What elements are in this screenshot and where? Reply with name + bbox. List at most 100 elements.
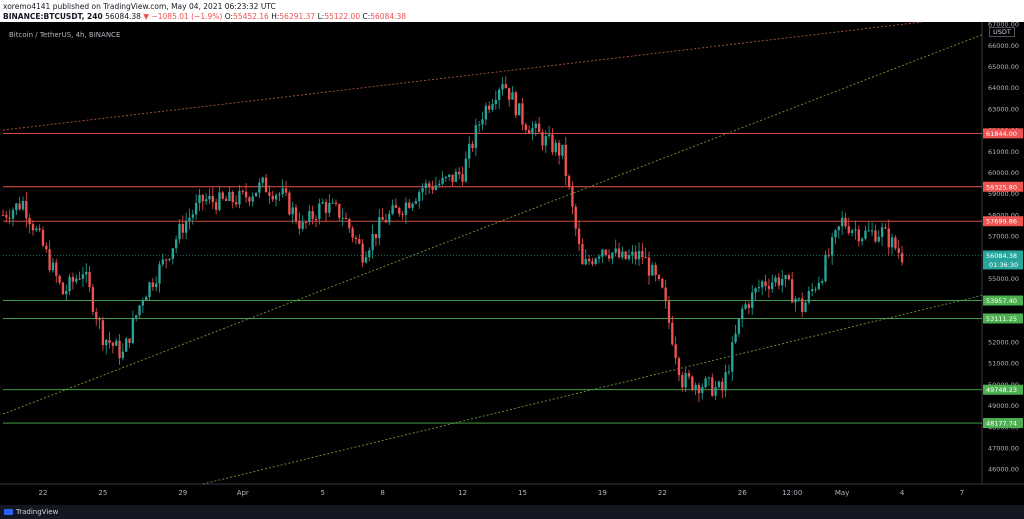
candle-body [75, 278, 78, 282]
candle-body [524, 124, 527, 130]
time-tick-label: Apr [237, 489, 249, 497]
time-tick-label: 7 [960, 489, 964, 497]
candle-body [198, 194, 201, 204]
candle-body [55, 262, 58, 276]
candle-body [850, 230, 854, 234]
candle-body [184, 221, 188, 233]
candle-body [577, 228, 581, 244]
candle-body [667, 301, 671, 323]
time-tick-label: 29 [178, 489, 187, 497]
candle-body [714, 387, 717, 396]
candle-body [497, 89, 501, 100]
candle-body [25, 200, 28, 219]
candle-body [61, 282, 65, 295]
candle-body [624, 251, 627, 259]
candle-body [471, 143, 474, 148]
candle-body [681, 375, 684, 388]
candle-body [727, 371, 731, 373]
candle-body [278, 194, 281, 196]
candlestick-chart[interactable]: 46000.0047000.0048000.0049000.0050000.00… [0, 22, 1024, 505]
candle-body [398, 207, 401, 214]
candle-body [801, 298, 804, 313]
candle-body [541, 132, 544, 146]
candle-body [201, 194, 204, 202]
candle-body [261, 177, 264, 183]
candle-body [108, 339, 111, 343]
candle-body [787, 275, 791, 280]
candle-body [441, 177, 444, 184]
candle-body [101, 320, 105, 346]
candle-body [900, 252, 904, 263]
candle-body [128, 338, 131, 343]
candle-body [554, 142, 557, 153]
candle-body [165, 259, 168, 261]
candle-body [767, 285, 771, 289]
candle-body [58, 275, 61, 283]
candle-body [384, 219, 388, 223]
price-tick-label: 47000.00 [988, 444, 1019, 452]
level-label-bg [983, 313, 1023, 324]
price-tick-label: 66000.00 [988, 42, 1019, 50]
candle-body [771, 282, 774, 289]
level-price-label: 53957.40 [986, 297, 1017, 305]
candle-body [334, 202, 338, 204]
candle-body [234, 202, 238, 205]
candle-body [734, 333, 737, 343]
candle-body [41, 229, 45, 246]
level-price-label: 49748.23 [986, 386, 1017, 394]
candle-body [18, 203, 21, 210]
candle-body [504, 84, 507, 88]
tradingview-icon [4, 509, 13, 515]
tradingview-logo[interactable]: TradingView [4, 508, 58, 516]
candle-body [391, 205, 394, 214]
candle-body [178, 224, 181, 240]
time-tick-label: 15 [518, 489, 527, 497]
candle-body [211, 195, 214, 203]
candle-body [844, 217, 847, 227]
candle-body [488, 105, 491, 110]
candle-body [371, 233, 374, 251]
currency-badge[interactable]: USDT [989, 27, 1015, 37]
candle-body [564, 144, 567, 177]
candle-body [544, 136, 547, 146]
time-tick-label: 8 [380, 489, 384, 497]
candle-body [28, 218, 31, 225]
bar-countdown-label: 01:36:30 [989, 261, 1018, 269]
candle-body [664, 287, 667, 302]
candle-body [464, 158, 468, 182]
time-tick-label: 25 [98, 489, 107, 497]
low-label: L: [317, 12, 325, 21]
candle-body [514, 92, 517, 116]
candle-body [684, 373, 687, 388]
candle-body [468, 143, 471, 159]
candle-body [181, 224, 184, 233]
candle-body [121, 351, 125, 359]
candle-body [784, 275, 787, 280]
candle-body [830, 237, 834, 256]
candle-body [401, 213, 404, 215]
candle-body [834, 230, 837, 238]
candle-body [448, 174, 451, 177]
candle-body [774, 277, 777, 283]
candle-body [321, 202, 324, 204]
candle-body [547, 134, 551, 137]
candle-body [884, 227, 887, 229]
candle-body [244, 191, 248, 198]
candle-body [21, 200, 25, 210]
price-tick-label: 64000.00 [988, 84, 1019, 92]
candle-body [1, 214, 5, 216]
candle-body [687, 373, 691, 377]
level-price-label: 53111.25 [986, 315, 1017, 323]
candle-body [125, 338, 128, 352]
candle-body [241, 190, 244, 192]
candle-body [68, 276, 71, 292]
candle-body [721, 381, 724, 391]
level-label-bg [983, 181, 1023, 192]
candle-body [174, 239, 178, 249]
candle-body [344, 217, 348, 220]
chart-area[interactable]: 46000.0047000.0048000.0049000.0050000.00… [0, 22, 1024, 505]
level-label-bg [983, 418, 1023, 429]
candle-body [304, 222, 308, 224]
candle-body [880, 227, 884, 237]
candle-body [894, 237, 897, 249]
